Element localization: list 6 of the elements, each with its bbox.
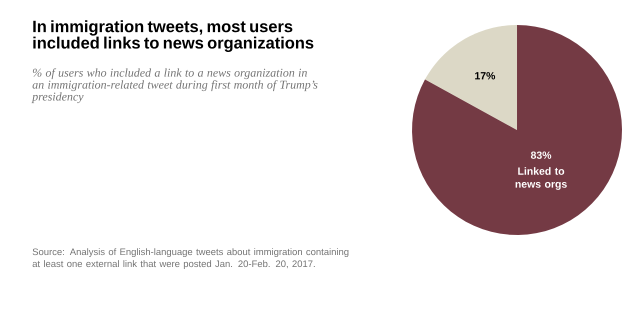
text: In immigration tweets, most users included links to news organizations — [33, 20, 314, 52]
data-label: 17% — [475, 72, 496, 80]
data-label: 83% — [530, 151, 552, 159]
source-note: Source: Analysis of English-language tweets about immigration containing at least one external link that were posted Jan. 20-Feb. 20, 2017. — [32, 248, 348, 269]
text: % of users who included a link to a news organization in an immigration-related tweet during first month of Trump’s presidency — [32, 68, 318, 104]
slice-label: Linked to news orgs — [516, 167, 567, 190]
